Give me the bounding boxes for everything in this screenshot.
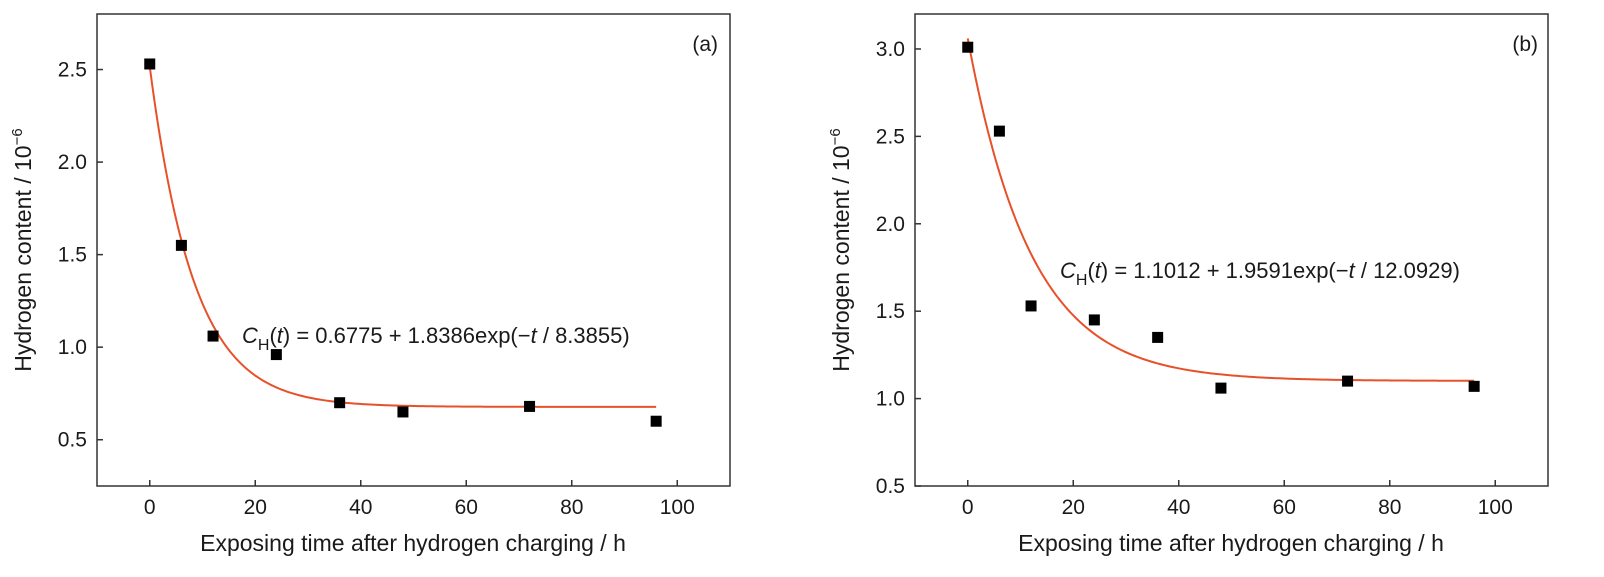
data-point — [397, 406, 409, 418]
x-tick-label: 80 — [1378, 496, 1401, 519]
data-point — [1088, 314, 1100, 326]
y-tick-label: 2.0 — [876, 213, 905, 236]
x-tick-label: 0 — [962, 496, 974, 519]
data-point — [993, 125, 1005, 137]
data-point — [1215, 382, 1227, 394]
x-tick-label: 20 — [1062, 496, 1085, 519]
data-point — [650, 415, 662, 427]
y-tick-label: 2.5 — [876, 125, 905, 148]
data-markers — [962, 41, 1480, 394]
y-ticks: 0.5 1.0 1.5 2.0 2.5 3.0 — [876, 38, 921, 498]
plot-frame — [914, 13, 1549, 487]
data-point — [962, 41, 974, 53]
chart-panel-b: 0 20 40 60 80 100 0.5 1.0 1.5 2.0 2.5 3.0 (b) CH(t… — [827, 13, 1549, 556]
y-tick-label: 3.0 — [876, 38, 905, 61]
x-tick-label: 0 — [144, 496, 156, 519]
y-axis-title: Hydrogen content / 10−6 — [9, 128, 36, 371]
data-point — [207, 330, 219, 342]
x-ticks: 0 20 40 60 80 100 — [962, 480, 1513, 519]
x-axis-title: Exposing time after hydrogen charging / … — [1018, 530, 1444, 556]
fit-equation: CH(t) = 1.1012 + 1.9591exp(−t / 12.0929) — [1060, 258, 1460, 289]
data-point — [1152, 331, 1164, 343]
plot-frame — [96, 13, 731, 487]
y-axis-title: Hydrogen content / 10−6 — [827, 128, 854, 371]
y-tick-label: 1.0 — [58, 336, 87, 359]
data-point — [524, 400, 536, 412]
fit-curve — [966, 38, 1475, 382]
x-axis-title: Exposing time after hydrogen charging / … — [200, 530, 626, 556]
x-tick-label: 100 — [1478, 496, 1513, 519]
panel-label: (b) — [1512, 33, 1538, 56]
data-point — [270, 349, 282, 361]
x-tick-label: 100 — [660, 496, 695, 519]
chart-panel-a: 0 20 40 60 80 100 0.5 1.0 1.5 2.0 2.5 (a) CH(t) =… — [9, 13, 731, 556]
data-point — [334, 397, 346, 409]
y-tick-label: 1.5 — [58, 244, 87, 267]
x-tick-label: 40 — [349, 496, 372, 519]
x-ticks: 0 20 40 60 80 100 — [144, 480, 695, 519]
fit-curve — [148, 66, 657, 408]
x-tick-label: 20 — [244, 496, 267, 519]
data-point — [1468, 380, 1480, 392]
data-point — [1342, 375, 1354, 387]
y-ticks: 0.5 1.0 1.5 2.0 2.5 — [58, 59, 103, 452]
data-point — [144, 58, 156, 70]
panel-label: (a) — [692, 33, 718, 56]
y-tick-label: 2.5 — [58, 59, 87, 82]
data-point — [1025, 300, 1037, 312]
x-tick-label: 40 — [1167, 496, 1190, 519]
x-tick-label: 60 — [1273, 496, 1296, 519]
fit-equation: CH(t) = 0.6775 + 1.8386exp(−t / 8.3855) — [242, 323, 630, 354]
x-tick-label: 80 — [560, 496, 583, 519]
data-point — [175, 239, 187, 251]
y-tick-label: 1.0 — [876, 388, 905, 411]
y-tick-label: 0.5 — [58, 429, 87, 452]
y-tick-label: 0.5 — [876, 475, 905, 498]
data-markers — [144, 58, 662, 427]
y-tick-label: 2.0 — [58, 151, 87, 174]
y-tick-label: 1.5 — [876, 300, 905, 323]
x-tick-label: 60 — [455, 496, 478, 519]
